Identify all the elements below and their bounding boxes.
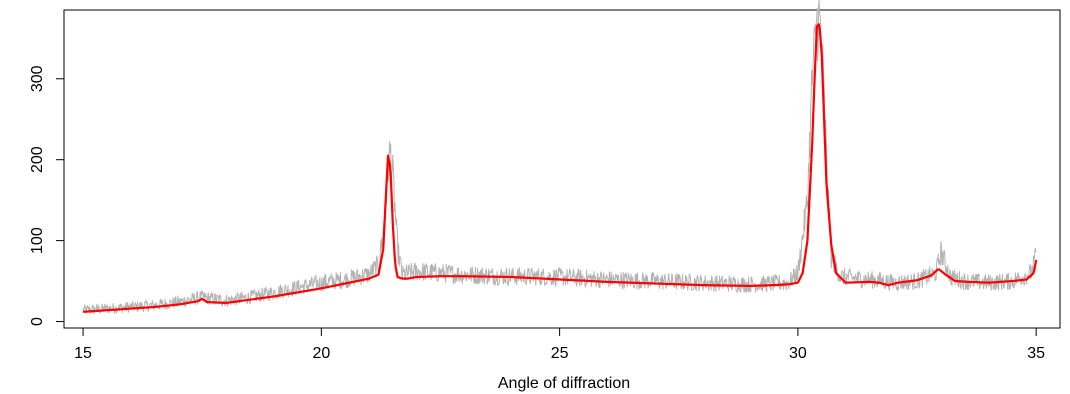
x-axis: 15 20 25 30 35 bbox=[74, 328, 1045, 362]
y-axis: 0 100 200 300 bbox=[29, 65, 64, 326]
raw-data-series bbox=[82, 0, 1037, 314]
x-tick-label: 25 bbox=[551, 345, 569, 362]
y-tick-label: 100 bbox=[29, 227, 46, 254]
x-tick-label: 30 bbox=[789, 345, 807, 362]
plot-frame bbox=[63, 9, 1061, 329]
y-tick-label: 300 bbox=[29, 65, 46, 92]
y-tick-label: 200 bbox=[29, 146, 46, 173]
x-tick-label: 35 bbox=[1027, 345, 1045, 362]
fit-line-series bbox=[82, 23, 1038, 313]
x-tick-label: 20 bbox=[312, 345, 330, 362]
raw-data-layer bbox=[82, 0, 1037, 314]
x-tick-label: 15 bbox=[74, 345, 92, 362]
y-tick-label: 0 bbox=[29, 317, 46, 326]
fit-line-layer bbox=[82, 23, 1038, 313]
x-axis-title: Angle of diffraction bbox=[498, 375, 630, 392]
